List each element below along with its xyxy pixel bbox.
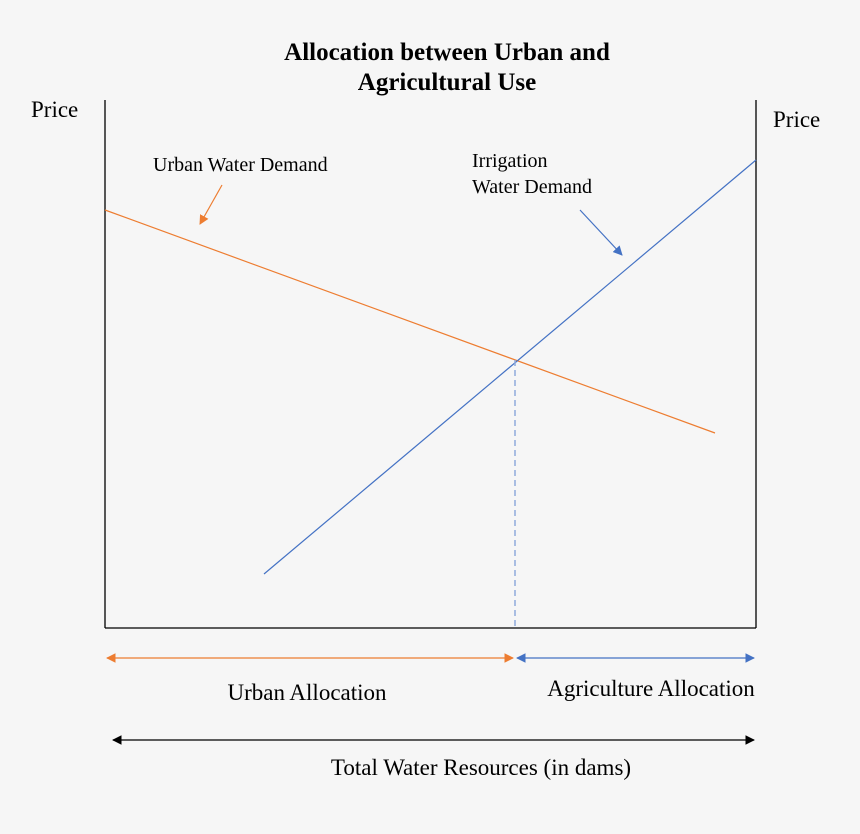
chart-title-line-2: Agricultural Use (358, 69, 536, 96)
irrigation-demand-label-line-2: Water Demand (472, 176, 592, 198)
agriculture-allocation-label: Agriculture Allocation (547, 676, 755, 701)
irrigation-demand-label-line-1: Irrigation (472, 150, 548, 172)
irrigation-demand-curve (263, 159, 757, 575)
left-price-label: Price (31, 97, 78, 122)
irrigation-demand-pointer-arrow (579, 209, 623, 256)
urban-demand-label: Urban Water Demand (153, 154, 328, 176)
urban-allocation-label: Urban Allocation (227, 680, 387, 705)
urban-demand-pointer-arrow (199, 184, 223, 225)
chart-title-line-1: Allocation between Urban and (284, 39, 610, 66)
right-price-label: Price (773, 107, 820, 132)
urban-demand-curve (104, 209, 716, 434)
total-resources-label: Total Water Resources (in dams) (331, 755, 631, 780)
